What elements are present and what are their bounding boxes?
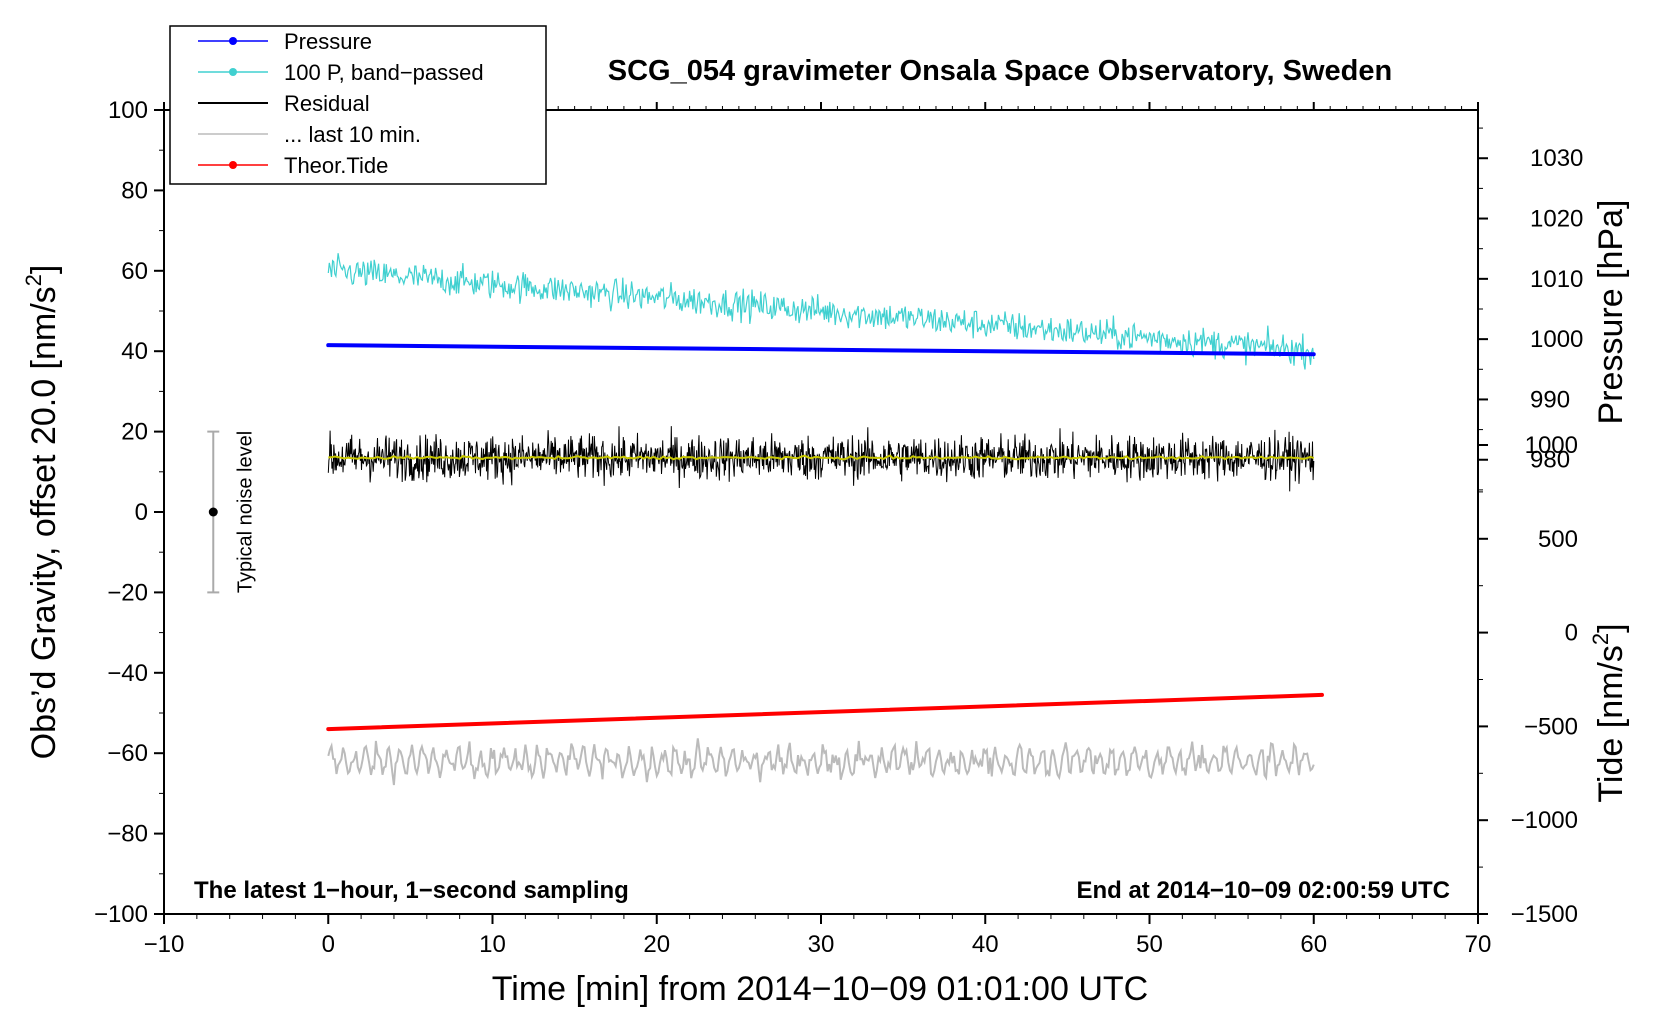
annotation-sampling: The latest 1−hour, 1−second sampling [194,877,629,904]
x-tick-label-1: 0 [322,931,335,958]
y-left-tick-label-7: 40 [121,338,148,365]
y-left-tick-label-8: 60 [121,258,148,285]
y-left-tick-label-0: −100 [94,901,148,928]
pressure-tick-label-5: 1030 [1530,145,1583,172]
pressure-tick-label-3: 1010 [1530,266,1583,293]
y-left-tick-label-6: 20 [121,419,148,446]
y-left-tick-label-3: −40 [107,660,148,687]
x-axis-title: Time [min] from 2014−10−09 01:01:00 UTC [492,970,1148,1008]
y-axis-title-left-main: Obs’d Gravity, offset 20.0 [nm/s [25,286,63,759]
series-residual-smoothed [328,454,1315,461]
series-residual [327,426,1315,492]
y-left-tick-label-5: 0 [135,499,148,526]
legend-label-4: Theor.Tide [284,153,388,178]
series-pressure [326,343,1316,357]
noise-bar-center [208,507,218,517]
legend: Pressure 100 P, band−passed Residual ... la… [169,25,547,185]
chart-title: SCG_054 gravimeter Onsala Space Observat… [608,55,1392,87]
x-tick-label-7: 60 [1300,931,1327,958]
annotation-end-time: End at 2014−10−09 02:00:59 UTC [1076,877,1450,904]
series-last-10-min [327,738,1315,786]
tide-tick-label-4: 500 [1538,526,1578,553]
x-tick-label-2: 10 [479,931,506,958]
x-tick-label-4: 30 [808,931,835,958]
y-axis-title-left: Obs’d Gravity, offset 20.0 [nm/s2] [21,265,63,760]
series-theor-tide [326,692,1324,732]
tide-tick-label-5: 1000 [1525,432,1578,459]
pressure-tick-label-1: 990 [1530,386,1570,413]
legend-label-2: Residual [284,91,370,116]
tide-tick-label-0: −1500 [1511,901,1578,928]
x-tick-label-6: 50 [1136,931,1163,958]
y-axis-title-tide-main: Tide [nm/s [1592,645,1630,802]
pressure-tick-label-2: 1000 [1530,326,1583,353]
y-axis-title-left-sup: 2 [21,274,46,286]
legend-marker-0 [229,37,237,45]
y-axis-title-tide: Tide [nm/s2] [1588,623,1630,802]
plot-frame [163,109,1479,915]
y-axis-title-tide-suffix: ] [1592,623,1630,632]
legend-label-1: 100 P, band−passed [284,60,484,85]
noise-bar: Typical noise level [207,430,256,594]
pressure-tick-label-0: 980 [1530,447,1570,474]
legend-label-0: Pressure [284,29,372,54]
y-left-tick-label-9: 80 [121,177,148,204]
y-left-tick-label-10: 100 [108,97,148,124]
legend-marker-4 [229,161,237,169]
pressure-tick-label-4: 1020 [1530,206,1583,233]
x-tick-label-5: 40 [972,931,999,958]
tide-tick-label-3: 0 [1565,620,1578,647]
series-band-passed [327,253,1315,370]
ticks-layer: −10 0 10 20 30 40 50 60 70−100−80−60−40−20020406… [94,97,1583,958]
series-layer [326,253,1324,786]
legend-label-3: ... last 10 min. [284,122,421,147]
y-left-tick-label-4: −20 [107,579,148,606]
legend-box [169,25,547,185]
y-left-tick-label-2: −60 [107,740,148,767]
legend-items: Pressure 100 P, band−passed Residual ... la… [198,29,484,178]
y-axis-title-pressure: Pressure [hPa] [1592,200,1630,425]
y-left-tick-label-1: −80 [107,821,148,848]
y-axis-title-tide-sup: 2 [1588,633,1613,645]
noise-bar-label: Typical noise level [234,431,256,593]
tide-tick-label-2: −500 [1524,713,1578,740]
y-axis-title-left-suffix: ] [25,265,63,274]
x-tick-label-0: −10 [144,931,185,958]
x-tick-label-3: 20 [643,931,670,958]
legend-marker-1 [229,68,237,76]
tide-tick-label-1: −1000 [1511,807,1578,834]
x-tick-label-8: 70 [1465,931,1492,958]
